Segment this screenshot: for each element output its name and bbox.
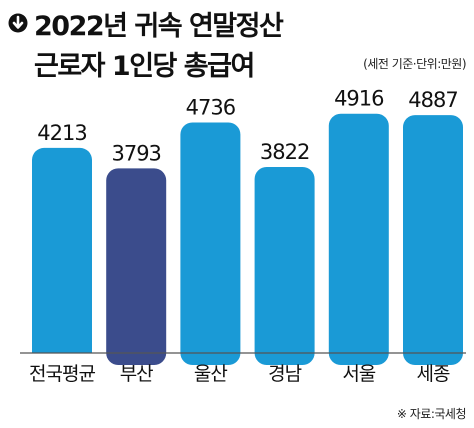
category-label-전국평균: 전국평균 bbox=[29, 363, 95, 385]
category-label-경남: 경남 bbox=[268, 363, 301, 385]
chart-title-line2: 근로자 1인당 총급여 bbox=[34, 51, 255, 82]
source-note: ※ 자료:국세청 bbox=[396, 407, 467, 421]
bar-서울 bbox=[328, 113, 389, 365]
bar-전국평균 bbox=[32, 147, 92, 365]
down-arrow-circle-icon bbox=[8, 13, 28, 33]
value-label-부산: 3793 bbox=[111, 141, 160, 165]
category-label-서울: 서울 bbox=[342, 363, 375, 385]
bar-부산 bbox=[106, 168, 167, 365]
bar-경남 bbox=[254, 166, 315, 365]
category-label-부산: 부산 bbox=[120, 363, 153, 385]
value-label-전국평균: 4213 bbox=[37, 121, 86, 145]
value-label-울산: 4736 bbox=[186, 95, 236, 119]
category-label-울산: 울산 bbox=[194, 363, 227, 385]
category-label-세종: 세종 bbox=[417, 363, 450, 385]
chart-title-line1: 2022년 귀속 연말정산 bbox=[34, 11, 284, 42]
bar-울산 bbox=[180, 122, 241, 365]
value-label-경남: 3822 bbox=[260, 140, 309, 164]
bar-세종 bbox=[403, 115, 463, 366]
chart-subtitle: (세전 기준·단위:만원) bbox=[363, 57, 466, 71]
value-label-세종: 4887 bbox=[408, 88, 457, 112]
value-label-서울: 4916 bbox=[334, 87, 384, 111]
